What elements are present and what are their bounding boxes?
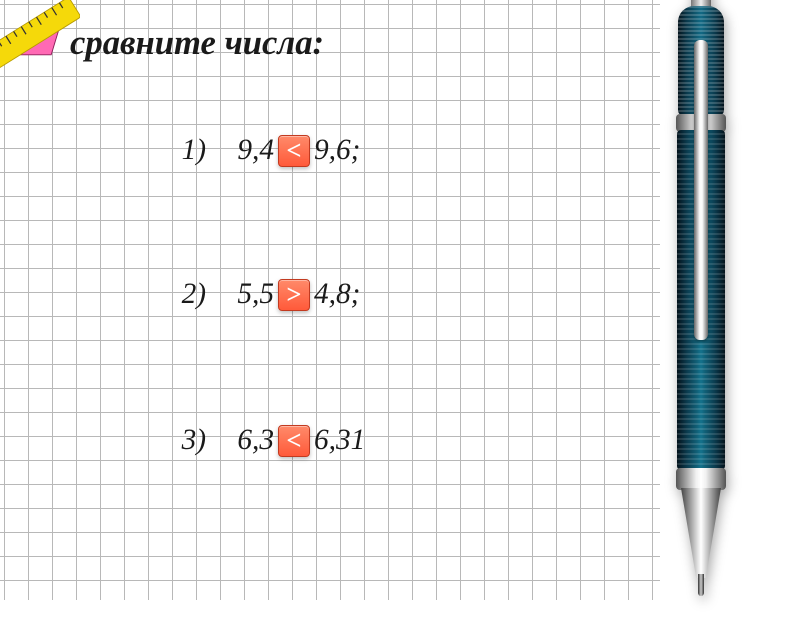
row-lhs: 9,4 — [216, 134, 274, 167]
comparison-answer-box: < — [278, 135, 310, 167]
comparison-answer-box: < — [278, 425, 310, 457]
row-number: 1) — [170, 134, 216, 167]
comparison-answer-box: > — [278, 279, 310, 311]
comparison-row: 1)9,4<9,6; — [170, 134, 384, 167]
row-rhs: 9,6; — [314, 134, 384, 167]
row-rhs: 6,31 — [314, 424, 384, 457]
row-lhs: 5,5 — [216, 278, 274, 311]
comparison-row: 2)5,5>4,8; — [170, 278, 384, 311]
comparison-row: 3)6,3<6,31 — [170, 424, 384, 457]
row-rhs: 4,8; — [314, 278, 384, 311]
row-number: 2) — [170, 278, 216, 311]
pen-illustration — [672, 0, 730, 620]
row-lhs: 6,3 — [216, 424, 274, 457]
page-title: сравните числа: — [70, 24, 324, 63]
row-number: 3) — [170, 424, 216, 457]
ruler-triangle-icon — [0, 0, 80, 80]
